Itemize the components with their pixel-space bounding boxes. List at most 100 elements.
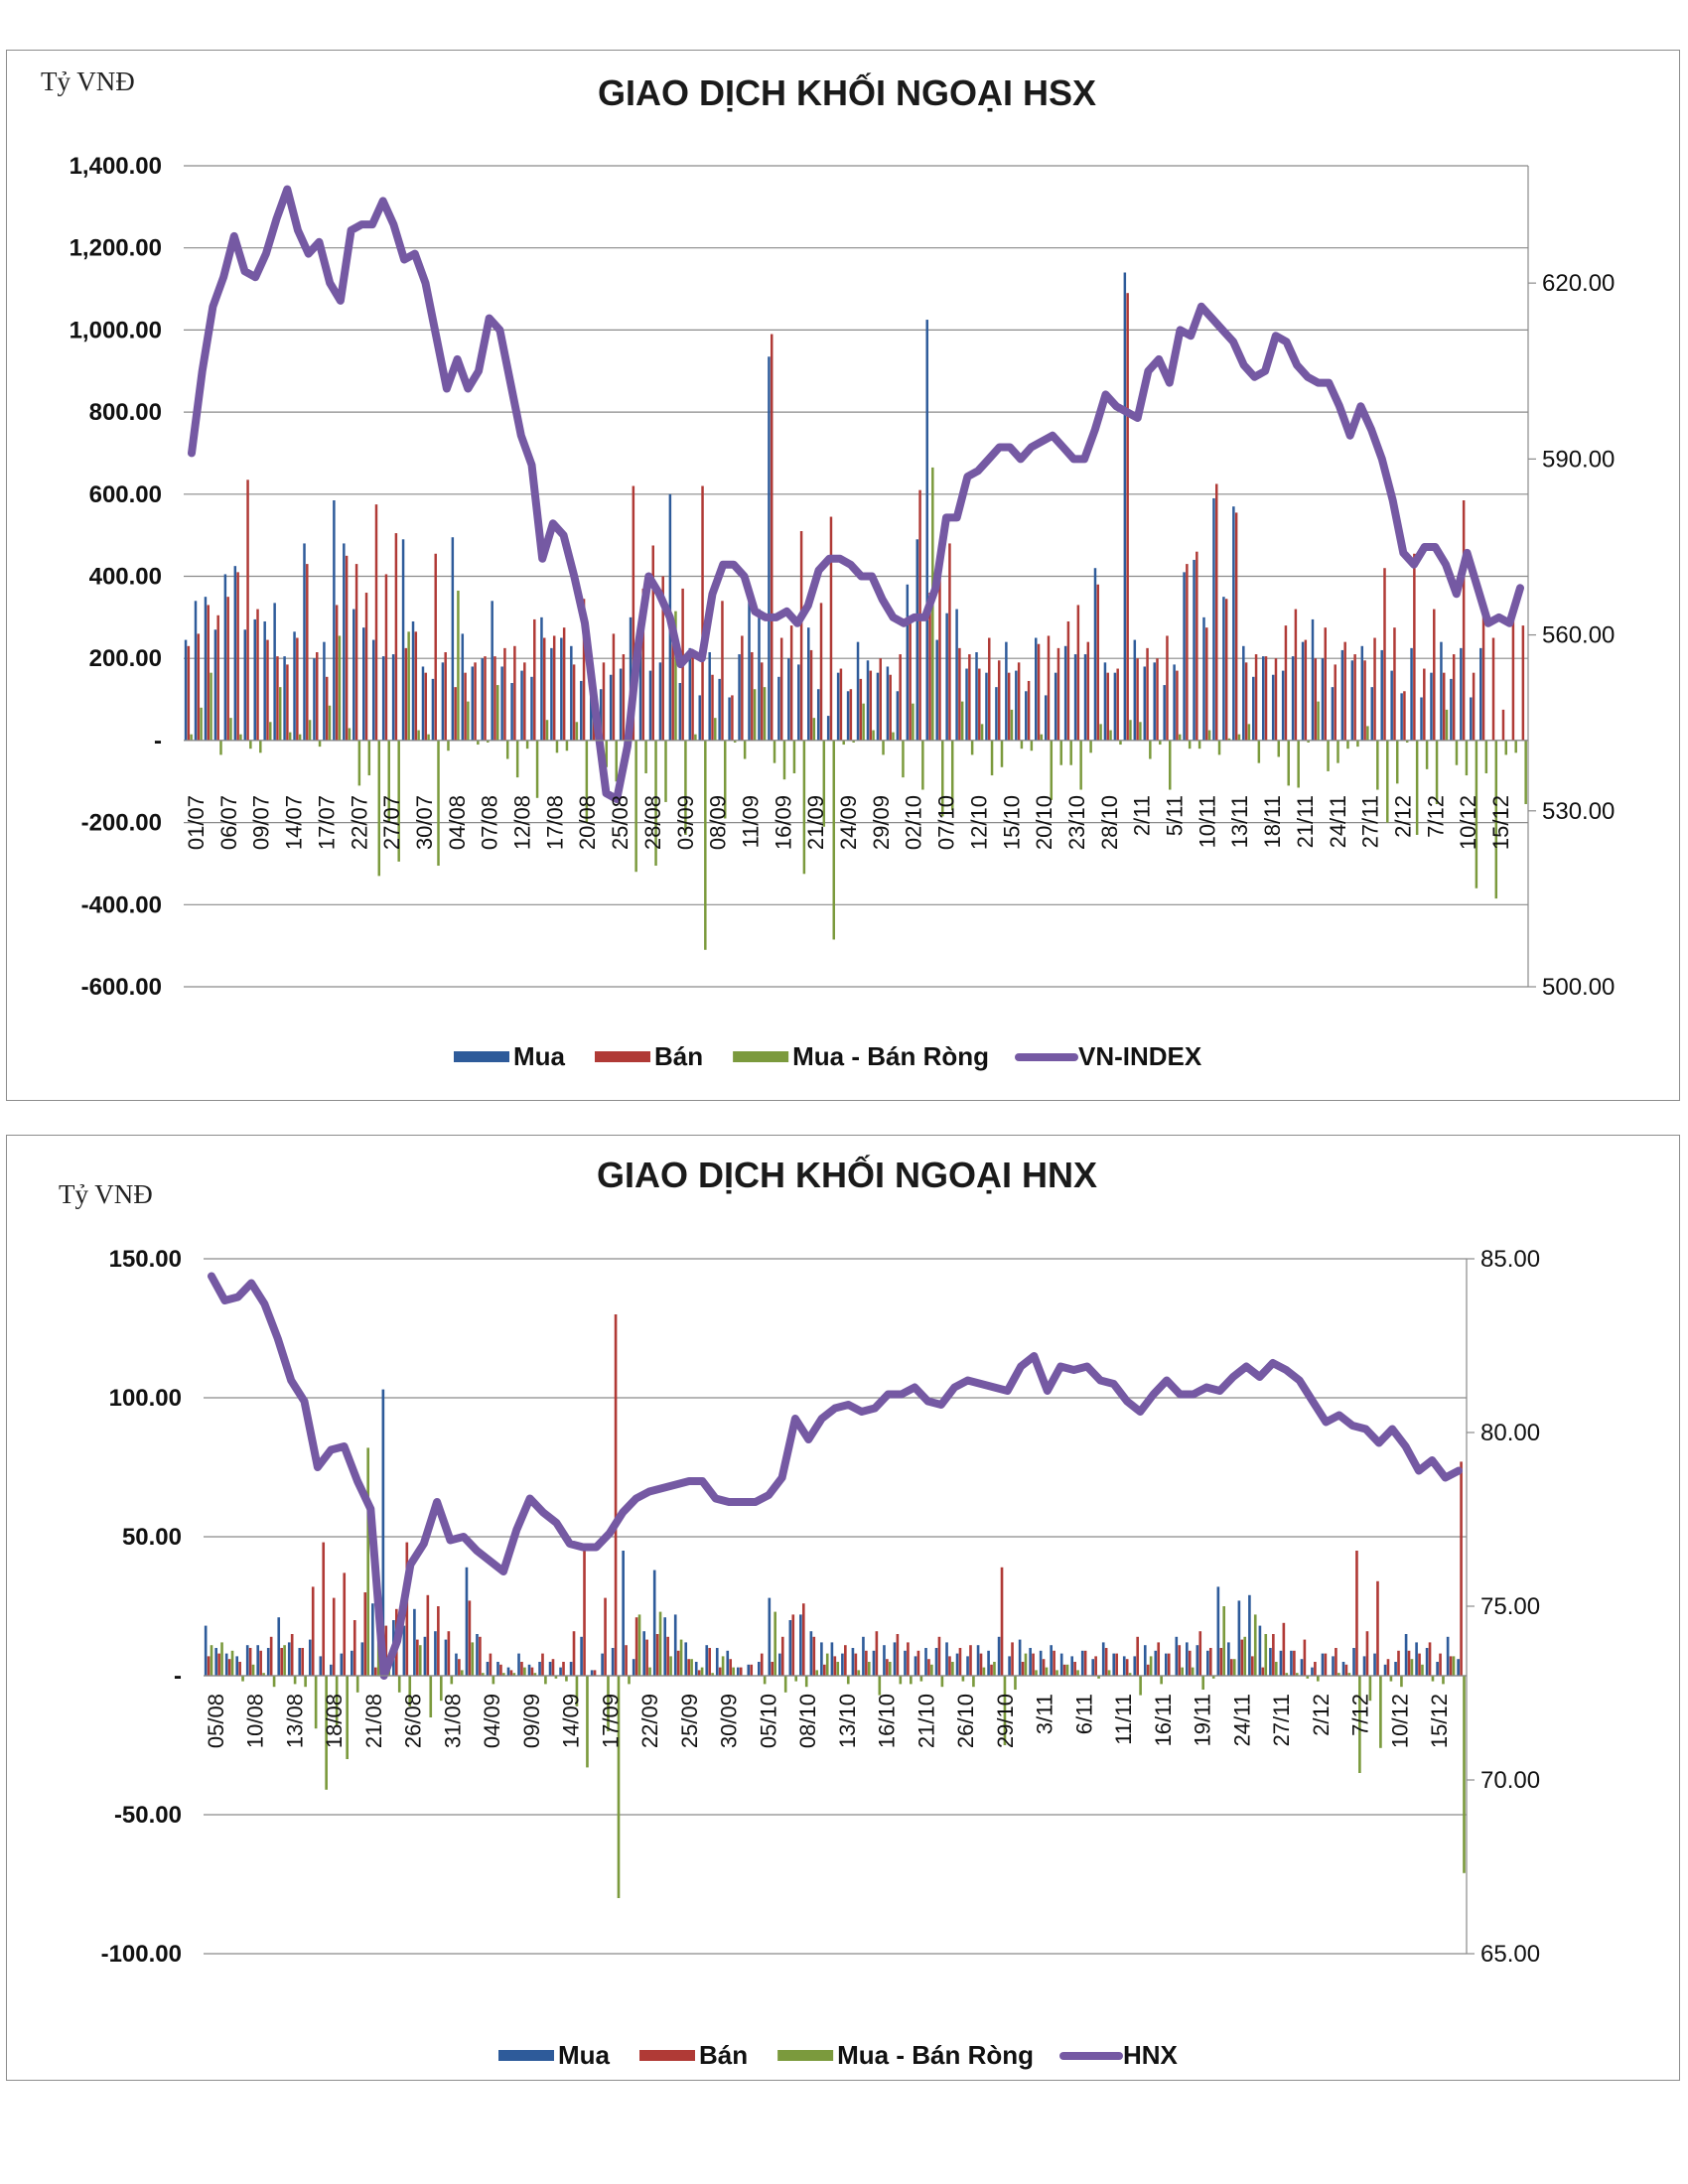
buy-bar — [204, 1625, 208, 1676]
x-tick-label: 07/08 — [478, 795, 502, 850]
buy-bar — [830, 1642, 834, 1676]
buy-bar — [896, 691, 900, 741]
sell-bar — [426, 1594, 430, 1676]
net-bar — [298, 734, 302, 741]
net-bar — [439, 1676, 443, 1702]
sell-bar — [651, 545, 655, 741]
sell-bar — [1334, 664, 1336, 741]
sell-bar — [1521, 625, 1525, 741]
buy-bar — [381, 656, 385, 741]
net-bar — [1076, 1670, 1079, 1676]
net-bar — [899, 1676, 903, 1685]
x-tick-label: 22/09 — [637, 1694, 662, 1748]
sell-bar — [721, 601, 724, 741]
net-bar — [940, 1676, 944, 1688]
sell-bar — [1240, 1639, 1244, 1676]
sell-bar — [859, 678, 863, 741]
sell-bar — [760, 1653, 764, 1676]
buy-bar — [1321, 1653, 1325, 1676]
net-bar — [1415, 740, 1419, 836]
net-bar — [210, 1645, 213, 1676]
sell-bar — [1214, 483, 1218, 741]
buy-bar — [1394, 1662, 1397, 1676]
net-bar — [450, 1676, 454, 1685]
buy-bar — [1091, 1659, 1095, 1676]
net-bar — [878, 1676, 882, 1696]
sell-bar — [1205, 627, 1208, 741]
net-bar — [1504, 740, 1507, 755]
buy-bar — [841, 1653, 844, 1676]
buy-bar — [748, 601, 751, 741]
net-bar — [872, 730, 875, 741]
net-bar — [852, 740, 855, 743]
buy-bar — [705, 1645, 709, 1676]
sell-bar — [1198, 1631, 1202, 1676]
net-bar — [259, 740, 262, 753]
sell-bar — [1126, 293, 1129, 741]
sell-bar — [530, 1667, 534, 1676]
sell-bar — [197, 633, 201, 741]
sell-bar — [1282, 1622, 1286, 1676]
net-bar — [930, 1664, 933, 1676]
sell-bar — [562, 1662, 565, 1676]
net-bar — [1020, 740, 1024, 750]
buy-bar — [799, 1614, 802, 1676]
sell-bar — [259, 1650, 262, 1676]
sell-bar — [1353, 654, 1356, 741]
y2-tick-label: 500.00 — [1542, 974, 1615, 1001]
net-bar — [846, 1676, 850, 1685]
sell-bar — [1403, 691, 1406, 741]
x-tick-label: 18/11 — [1260, 795, 1285, 848]
net-bar — [1442, 1676, 1445, 1685]
net-bar — [783, 1676, 787, 1693]
buy-bar — [213, 629, 217, 741]
buy-bar — [1311, 1667, 1314, 1676]
net-bar — [1232, 1659, 1236, 1676]
net-bar — [664, 740, 667, 802]
x-tick-label: 2/12 — [1309, 1694, 1334, 1736]
sell-bar — [187, 645, 191, 741]
sell-bar — [364, 593, 368, 741]
buy-bar — [777, 676, 780, 741]
hnx-chart: GIAO DỊCH KHỐI NGOẠI HNX Tỷ VNĐ 150.00 10… — [59, 1154, 1540, 2070]
net-bar — [325, 1676, 328, 1790]
sell-bar — [1106, 672, 1109, 741]
buy-bar — [1300, 1659, 1304, 1676]
sell-bar — [437, 1606, 440, 1676]
net-bar — [960, 701, 964, 741]
x-tick-label: 18/08 — [322, 1694, 347, 1748]
buy-bar — [471, 666, 475, 741]
buy-bar — [444, 1639, 448, 1676]
sell-bar — [1407, 1650, 1411, 1676]
sell-bar — [875, 1631, 879, 1676]
sell-bar — [1393, 627, 1396, 741]
buy-bar — [1073, 654, 1077, 741]
buy-bar — [461, 633, 465, 741]
sell-bar — [979, 1653, 983, 1676]
buy-bar — [434, 1631, 437, 1676]
net-bar — [249, 740, 252, 750]
x-tick-label: 21/11 — [1293, 795, 1318, 848]
x-tick-label: 05/08 — [204, 1694, 228, 1748]
net-bar — [753, 689, 757, 741]
buy-bar — [642, 1631, 645, 1676]
buy-bar — [381, 1389, 385, 1676]
sell-bar — [286, 664, 289, 741]
net-bar — [575, 722, 579, 741]
buy-bar — [1362, 1656, 1366, 1676]
buy-bar — [214, 1648, 217, 1676]
buy-bar — [632, 1659, 635, 1676]
sell-bar — [1462, 500, 1466, 741]
y2-tick-label: 590.00 — [1542, 446, 1615, 473]
sell-bar — [1053, 1650, 1055, 1676]
sell-bar — [424, 672, 428, 741]
net-bar — [1405, 740, 1409, 743]
buy-bar — [1143, 1645, 1147, 1676]
buy-bar — [1044, 695, 1048, 741]
y-tick-label: 150.00 — [109, 1246, 182, 1273]
sell-bar — [869, 670, 873, 741]
buy-bar — [1281, 670, 1285, 741]
y-tick-label: -100.00 — [101, 1941, 182, 1968]
sell-bar — [1136, 658, 1139, 741]
sell-bar — [1032, 1653, 1035, 1676]
